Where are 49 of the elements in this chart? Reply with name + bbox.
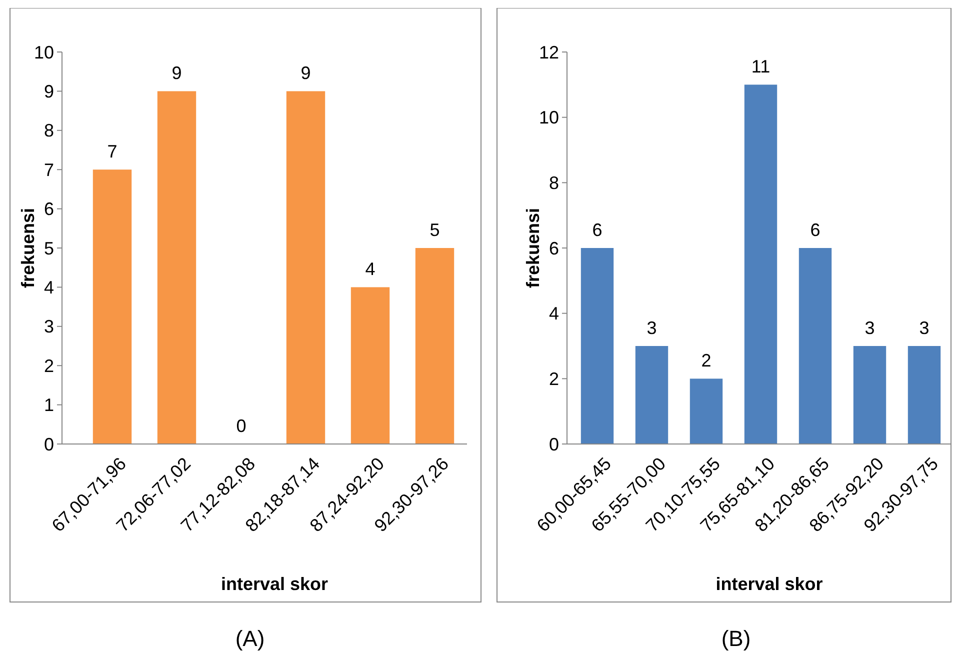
y-tick-label: 3 [44, 316, 54, 337]
y-axis-title: frekuensi [523, 208, 543, 288]
data-label: 9 [300, 63, 311, 84]
data-label: 3 [646, 318, 657, 338]
text: (B) [721, 626, 751, 651]
data-label: 0 [236, 416, 246, 436]
y-tick-label: 8 [548, 172, 559, 193]
data-label: 3 [919, 318, 930, 338]
y-tick-label: 0 [44, 434, 54, 454]
bar [92, 170, 132, 444]
bar [690, 378, 723, 444]
data-label: 5 [430, 220, 440, 240]
x-axis-title: interval skor [716, 574, 823, 594]
y-tick-label: 6 [44, 199, 54, 220]
bar [415, 248, 454, 444]
y-tick-label: 2 [44, 356, 54, 376]
y-tick-label: 9 [44, 82, 54, 102]
y-tick-label: 2 [548, 368, 559, 389]
data-label: 3 [864, 318, 875, 338]
x-axis-title: interval skor [220, 574, 328, 594]
bar [853, 346, 886, 444]
data-label: 2 [701, 350, 712, 371]
data-label: 4 [365, 259, 376, 280]
data-label: 7 [107, 142, 118, 162]
bar [350, 287, 390, 444]
bar [286, 91, 326, 444]
text: (A) [235, 626, 265, 651]
bar [798, 248, 832, 444]
data-label: 6 [592, 220, 602, 240]
y-tick-label: 10 [538, 108, 559, 128]
y-tick-label: 10 [34, 42, 54, 62]
y-tick-label: 0 [548, 434, 559, 454]
data-label: 11 [751, 56, 770, 77]
y-axis-title: frekuensi [18, 208, 38, 288]
bar [580, 248, 614, 444]
bar [908, 346, 941, 444]
y-tick-label: 4 [548, 304, 559, 324]
y-tick-label: 8 [44, 120, 54, 141]
bar [157, 91, 196, 444]
bar [635, 346, 668, 444]
y-tick-label: 1 [44, 395, 54, 416]
y-tick-label: 5 [44, 238, 54, 258]
data-label: 6 [810, 220, 820, 240]
y-tick-label: 12 [538, 42, 559, 62]
y-tick-label: 7 [44, 160, 54, 180]
y-tick-label: 6 [548, 238, 559, 258]
data-label: 9 [172, 63, 182, 84]
y-tick-label: 4 [44, 278, 54, 298]
bar [744, 84, 778, 444]
